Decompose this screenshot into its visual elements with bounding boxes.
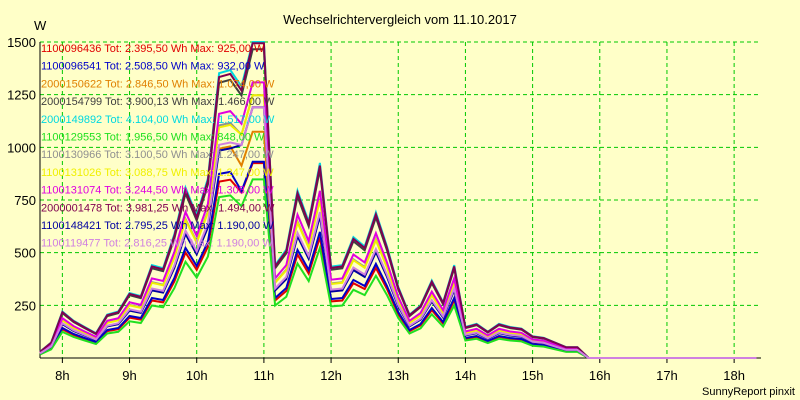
x-tick-label: 13h <box>387 368 409 383</box>
legend-entry: 1100131026 Tot: 3.088,75 Wh Max: 1.247,0… <box>41 167 274 179</box>
y-tick-label: 1250 <box>7 88 36 103</box>
legend-entry: 1100096436 Tot: 2.395,50 Wh Max: 925,00 … <box>41 43 265 55</box>
series-line-12 <box>39 106 757 359</box>
x-tick-label: 16h <box>589 368 611 383</box>
legend-entry: 1100129553 Tot: 1.956,50 Wh Max: 848,00 … <box>41 132 265 144</box>
y-tick-label: 1500 <box>7 35 36 50</box>
legend-entry: 1100148421 Tot: 2.795,25 Wh Max: 1.190,0… <box>41 220 274 232</box>
legend-entry: 2000149892 Tot: 4.104,00 Wh Max: 1.517,0… <box>41 114 275 126</box>
legend-entry: 1100096541 Tot: 2.508,50 Wh Max: 932,00 … <box>41 61 265 73</box>
x-tick-label: 10h <box>186 368 208 383</box>
x-tick-label: 8h <box>55 368 69 383</box>
legend-entry: 1100119477 Tot: 2.816,25 Wh Max: 1.190,0… <box>41 238 273 250</box>
y-tick-label: 750 <box>14 193 36 208</box>
legend-entry: 2000154799 Tot: 3.900,13 Wh Max: 1.466,0… <box>41 96 275 108</box>
x-tick-label: 18h <box>723 368 745 383</box>
chart-title: Wechselrichtervergleich vom 11.10.2017 <box>283 12 517 27</box>
x-tick-label: 11h <box>254 368 275 383</box>
x-tick-label: 15h <box>522 368 544 383</box>
legend-entry: 1100130966 Tot: 3.100,50 Wh Max: 1.247,0… <box>41 149 274 161</box>
legend-entry: 2000150622 Tot: 2.846,50 Wh Max: 1.074,0… <box>41 78 275 90</box>
legend-entry: 1100131074 Tot: 3.244,50 Wh Max: 1.308,0… <box>41 185 274 197</box>
x-tick-label: 9h <box>122 368 136 383</box>
x-tick-label: 14h <box>455 368 477 383</box>
y-tick-label: 250 <box>14 298 36 313</box>
y-axis-unit: W <box>34 18 47 33</box>
x-tick-label: 17h <box>656 368 678 383</box>
footer-credit: SunnyReport pinxit <box>702 386 795 398</box>
y-tick-label: 500 <box>14 246 36 261</box>
y-tick-label: 1000 <box>7 140 36 155</box>
legend-entry: 2000001478 Tot: 3.981,25 Wh Max: 1.494,0… <box>41 202 275 214</box>
x-tick-label: 12h <box>320 368 342 383</box>
